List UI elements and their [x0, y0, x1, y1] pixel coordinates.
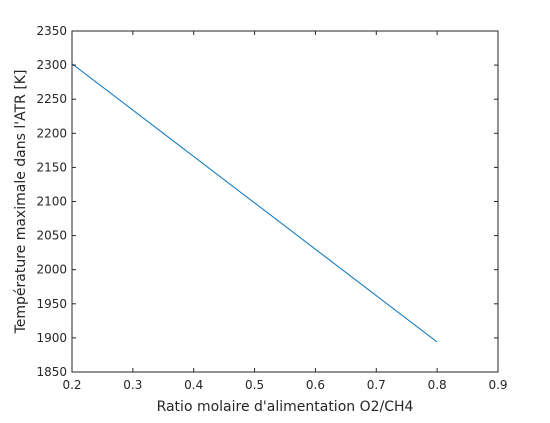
x-tick-label: 0.8	[428, 378, 447, 392]
ticks-layer: 0.2 0.3 0.4 0.5 0.6 0.7 0.8 0.9 1850 1900 1950 2000…	[36, 24, 507, 392]
x-axis-label: Ratio molaire d'alimentation O2/CH4	[157, 399, 414, 415]
y-axis-label: Température maximale dans l'ATR [K]	[13, 70, 29, 335]
y-tick-label: 2100	[36, 195, 67, 209]
x-tick-label: 0.5	[245, 378, 264, 392]
y-tick-label: 2200	[36, 126, 67, 140]
x-tick-label: 0.3	[123, 378, 142, 392]
y-tick-label: 2050	[36, 229, 67, 243]
y-tick-label: 1950	[36, 297, 67, 311]
plot-area	[72, 31, 498, 372]
y-tick-label: 2350	[36, 24, 67, 38]
y-tick-label: 1850	[36, 365, 67, 379]
y-tick-label: 2300	[36, 58, 67, 72]
axes-box	[71, 30, 499, 373]
x-tick-label: 0.9	[488, 378, 507, 392]
x-tick-label: 0.7	[367, 378, 386, 392]
series-line	[71, 63, 438, 343]
y-tick-label: 2150	[36, 160, 67, 174]
x-tick-label: 0.6	[306, 378, 325, 392]
y-tick-label: 2250	[36, 92, 67, 106]
x-tick-label: 0.4	[184, 378, 203, 392]
x-tick-label: 0.2	[62, 378, 81, 392]
series-layer	[71, 63, 438, 343]
y-tick-label: 1900	[36, 331, 67, 345]
y-tick-label: 2000	[36, 263, 67, 277]
